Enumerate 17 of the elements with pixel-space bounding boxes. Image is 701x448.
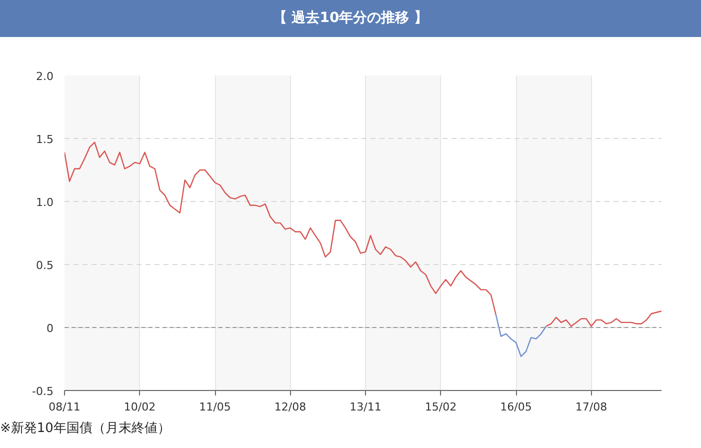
y-tick-label: 1.0 bbox=[36, 196, 54, 209]
y-tick-label: 1.5 bbox=[36, 133, 54, 146]
y-tick-label: 2.0 bbox=[36, 70, 54, 83]
chart-title: 【 過去10年分の推移 】 bbox=[272, 9, 428, 28]
y-tick-label: 0.5 bbox=[36, 259, 54, 272]
line-series bbox=[495, 314, 547, 358]
x-tick-label: 13/11 bbox=[350, 400, 382, 414]
y-tick-label: 0 bbox=[46, 322, 54, 335]
x-tick-label: 11/05 bbox=[199, 400, 231, 414]
x-tick-label: 08/11 bbox=[48, 400, 80, 414]
x-tick-label: 16/05 bbox=[500, 400, 532, 414]
x-tick-label: 15/02 bbox=[424, 400, 457, 414]
x-tick-label: 17/08 bbox=[575, 400, 608, 414]
x-tick-label: 10/02 bbox=[124, 400, 156, 414]
y-tick-label: -0.5 bbox=[32, 385, 54, 398]
x-tick-label: 12/08 bbox=[274, 400, 306, 414]
text: ※新発10年国債（月末終値） bbox=[0, 420, 170, 438]
